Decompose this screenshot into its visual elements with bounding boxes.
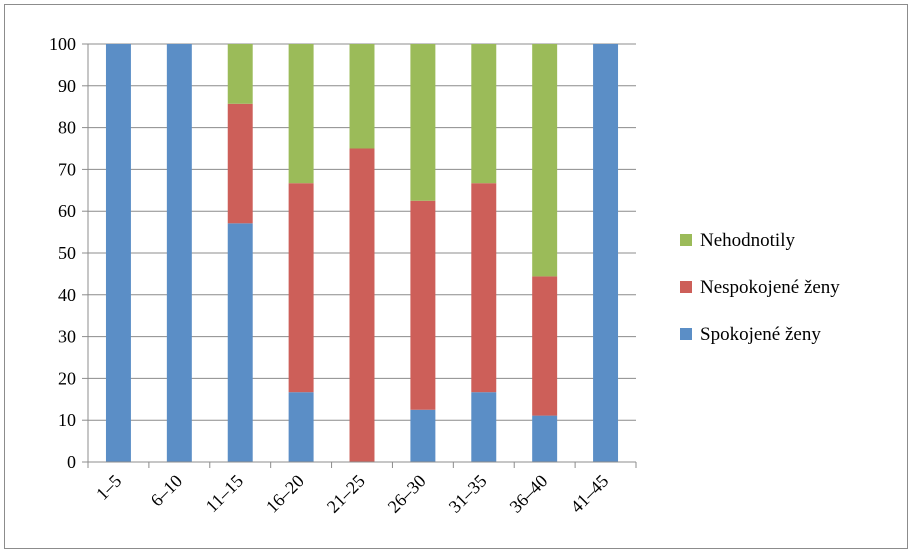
x-tick-label: 31–35 (445, 471, 491, 517)
y-tick-label: 100 (49, 34, 76, 54)
y-tick-label: 0 (67, 452, 76, 472)
bar-segment (593, 44, 619, 462)
x-tick-label: 11–15 (202, 471, 247, 516)
bar-segment (227, 223, 253, 462)
legend-label: Spokojené ženy (700, 324, 821, 345)
bar-segment (105, 44, 131, 462)
x-tick-label: 21–25 (323, 471, 369, 517)
legend-swatch (680, 234, 692, 246)
bar-segment (532, 44, 558, 277)
bar-segment (227, 103, 253, 224)
legend-swatch (680, 281, 692, 293)
bar-segment (288, 183, 314, 393)
bar-segment (166, 44, 192, 462)
bar-segment (471, 183, 497, 393)
x-tick-label: 6–10 (147, 471, 187, 511)
legend: Nehodnotily Nespokojené ženy Spokojené žen… (680, 230, 840, 345)
y-tick-label: 80 (58, 118, 76, 138)
bar-segment (471, 392, 497, 462)
y-tick-label: 60 (58, 201, 76, 221)
y-tick-label: 20 (58, 368, 76, 388)
y-tick-label: 30 (58, 327, 76, 347)
bar-segment (349, 44, 375, 149)
chart-frame (4, 4, 908, 549)
bar-segment (349, 148, 375, 462)
x-tick-label: 1–5 (92, 471, 125, 504)
y-tick-label: 90 (58, 76, 76, 96)
y-tick-label: 10 (58, 410, 76, 430)
legend-label: Nehodnotily (700, 230, 795, 251)
bar-segment (532, 415, 558, 462)
y-tick-labels: 0 10 20 30 40 50 60 70 80 90 100 (49, 34, 76, 472)
legend-label: Nespokojené ženy (700, 277, 840, 298)
bar-segment (288, 44, 314, 184)
y-tick-label: 40 (58, 285, 76, 305)
x-tick-label: 41–45 (566, 471, 612, 517)
bar-segment (288, 392, 314, 462)
bar-segment (532, 276, 558, 416)
bar-segment (227, 44, 253, 104)
bars (105, 44, 619, 462)
axes (82, 43, 637, 468)
bar-segment (410, 44, 436, 201)
bar-segment (410, 200, 436, 410)
x-tick-label: 36–40 (506, 471, 552, 517)
x-tick-labels: 1–5 6–10 11–15 16–20 21–25 26–30 31–35 36–40 41–… (92, 471, 612, 517)
legend-swatch (680, 328, 692, 340)
y-tick-label: 50 (58, 243, 76, 263)
x-tick-label: 26–30 (384, 471, 430, 517)
bar-segment (471, 44, 497, 184)
bar-segment (410, 409, 436, 462)
x-tick-label: 16–20 (262, 471, 308, 517)
y-tick-label: 70 (58, 159, 76, 179)
